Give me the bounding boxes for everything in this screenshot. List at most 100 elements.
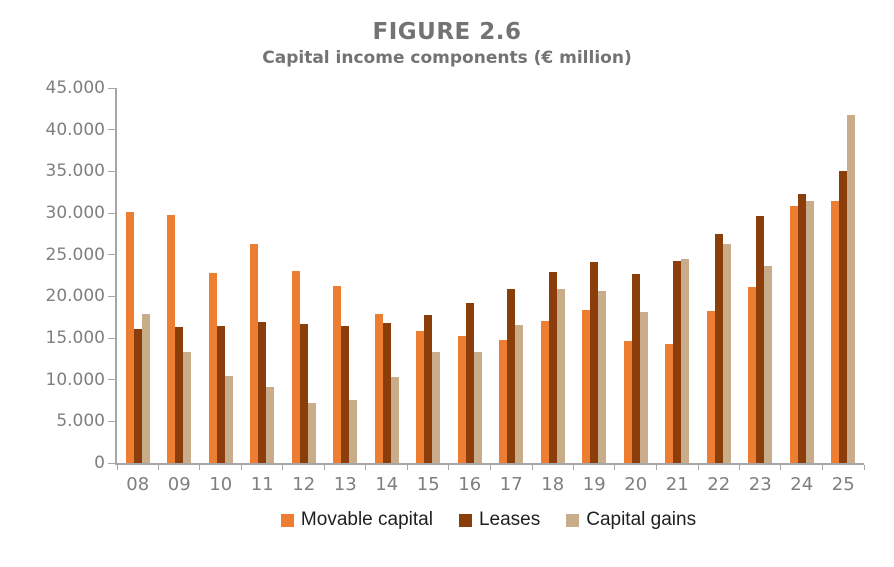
y-axis-label: 0 (94, 453, 105, 473)
y-axis-tick (108, 337, 115, 339)
leases-bar (175, 327, 184, 463)
leases-bar (216, 325, 225, 463)
movable-capital-bar (333, 285, 342, 463)
leases-bar (756, 215, 765, 463)
x-axis-tick (697, 465, 699, 470)
x-axis-tick (240, 465, 242, 470)
capital-gains-bar (722, 243, 731, 463)
chart-subtitle: Capital income components (€ million) (262, 48, 632, 68)
leases-bar (507, 288, 516, 463)
y-axis-label: 10.000 (45, 369, 105, 390)
y-axis-tick (108, 129, 115, 131)
bar-group-17 (491, 88, 533, 463)
x-axis-label: 10 (209, 474, 233, 495)
movable-capital-bar (125, 212, 134, 463)
bar-group-18 (532, 88, 574, 463)
bar-group-20 (615, 88, 657, 463)
bar-group-12 (283, 88, 325, 463)
leases-bar (590, 262, 599, 463)
x-axis-label: 19 (582, 474, 606, 495)
leases-bar (424, 314, 433, 463)
capital-gains-bar (141, 313, 150, 463)
leases-bar (797, 193, 806, 463)
x-axis-tick (863, 465, 865, 470)
x-axis-tick (531, 465, 533, 470)
x-axis-tick (490, 465, 491, 470)
y-axis-tick (108, 379, 115, 381)
x-axis-label: 24 (790, 474, 814, 495)
y-axis-tick (108, 295, 115, 297)
movable-capital-bar (623, 340, 632, 463)
capital-gains-bar (307, 403, 316, 463)
x-axis-label: 09 (167, 474, 191, 495)
y-axis-label: 25.000 (45, 244, 105, 265)
capital-gains-bar (390, 377, 399, 463)
movable-capital-bar (457, 335, 466, 463)
movable-capital-bar (831, 200, 840, 463)
legend-item-capital-gains: Capital gains (566, 509, 696, 531)
x-axis-tick (822, 465, 823, 470)
bar-group-14 (366, 88, 408, 463)
x-axis-label: 13 (333, 474, 357, 495)
x-axis-tick (573, 465, 574, 470)
y-axis-label: 30.000 (45, 203, 105, 223)
x-axis-tick (614, 465, 616, 470)
x-axis-label: 08 (126, 474, 150, 495)
movable-capital-bar (250, 243, 259, 463)
bar-group-13 (325, 88, 367, 463)
x-axis-tick (282, 465, 284, 470)
x-axis-label: 22 (707, 474, 731, 495)
leases-bar (548, 272, 557, 463)
capital-gains-bar (681, 258, 690, 463)
x-axis-tick (739, 465, 740, 470)
y-axis-label: 15.000 (45, 328, 105, 348)
x-axis-tick (448, 465, 450, 470)
x-axis-label: 11 (250, 474, 274, 495)
chart-title: FIGURE 2.6 (372, 19, 522, 45)
bar-group-15 (408, 88, 450, 463)
capital-gains-bar (473, 352, 482, 463)
x-axis-label: 21 (665, 474, 689, 495)
movable-capital-bar (208, 273, 217, 463)
x-axis-tick (656, 465, 657, 470)
x-axis-tick (199, 465, 201, 470)
bar-group-16 (449, 88, 491, 463)
capital-gains-bar (805, 201, 814, 463)
leases-bar (465, 303, 474, 463)
movable-capital-bar (582, 309, 591, 463)
bar-group-08 (117, 88, 159, 463)
bar-group-09 (159, 88, 201, 463)
movable-capital-bar (499, 339, 508, 463)
capital-gains-bar (598, 290, 607, 463)
x-axis-tick (407, 465, 408, 470)
leases-bar (258, 322, 267, 463)
bar-group-19 (574, 88, 616, 463)
chart-legend: Movable capital Leases Capital gains (115, 509, 862, 531)
leases-bar (382, 323, 391, 463)
capital-gains-bar (266, 387, 275, 463)
legend-item-leases: Leases (458, 509, 540, 531)
x-axis-label: 12 (292, 474, 316, 495)
bar-group-10 (200, 88, 242, 463)
leases-bar (839, 171, 848, 463)
movable-capital-bar (416, 331, 425, 463)
bar-group-23 (740, 88, 782, 463)
legend-label: Movable capital (300, 509, 433, 530)
legend-swatch-icon (280, 513, 294, 527)
capital-gains-bar (639, 312, 648, 463)
movable-capital-bar (291, 270, 300, 463)
y-axis-tick (108, 170, 115, 172)
legend-item-movable-capital: Movable capital (280, 509, 433, 531)
legend-label: Capital gains (586, 509, 697, 530)
movable-capital-bar (374, 313, 383, 463)
x-axis-tick (780, 465, 782, 470)
leases-bar (299, 323, 308, 463)
legend-swatch-icon (566, 513, 580, 527)
capital-gains-bar (847, 114, 856, 463)
x-axis-label: 25 (831, 474, 855, 495)
leases-bar (341, 326, 350, 463)
legend-swatch-icon (458, 513, 472, 527)
leases-bar (631, 273, 640, 463)
y-axis-tick (108, 212, 115, 214)
